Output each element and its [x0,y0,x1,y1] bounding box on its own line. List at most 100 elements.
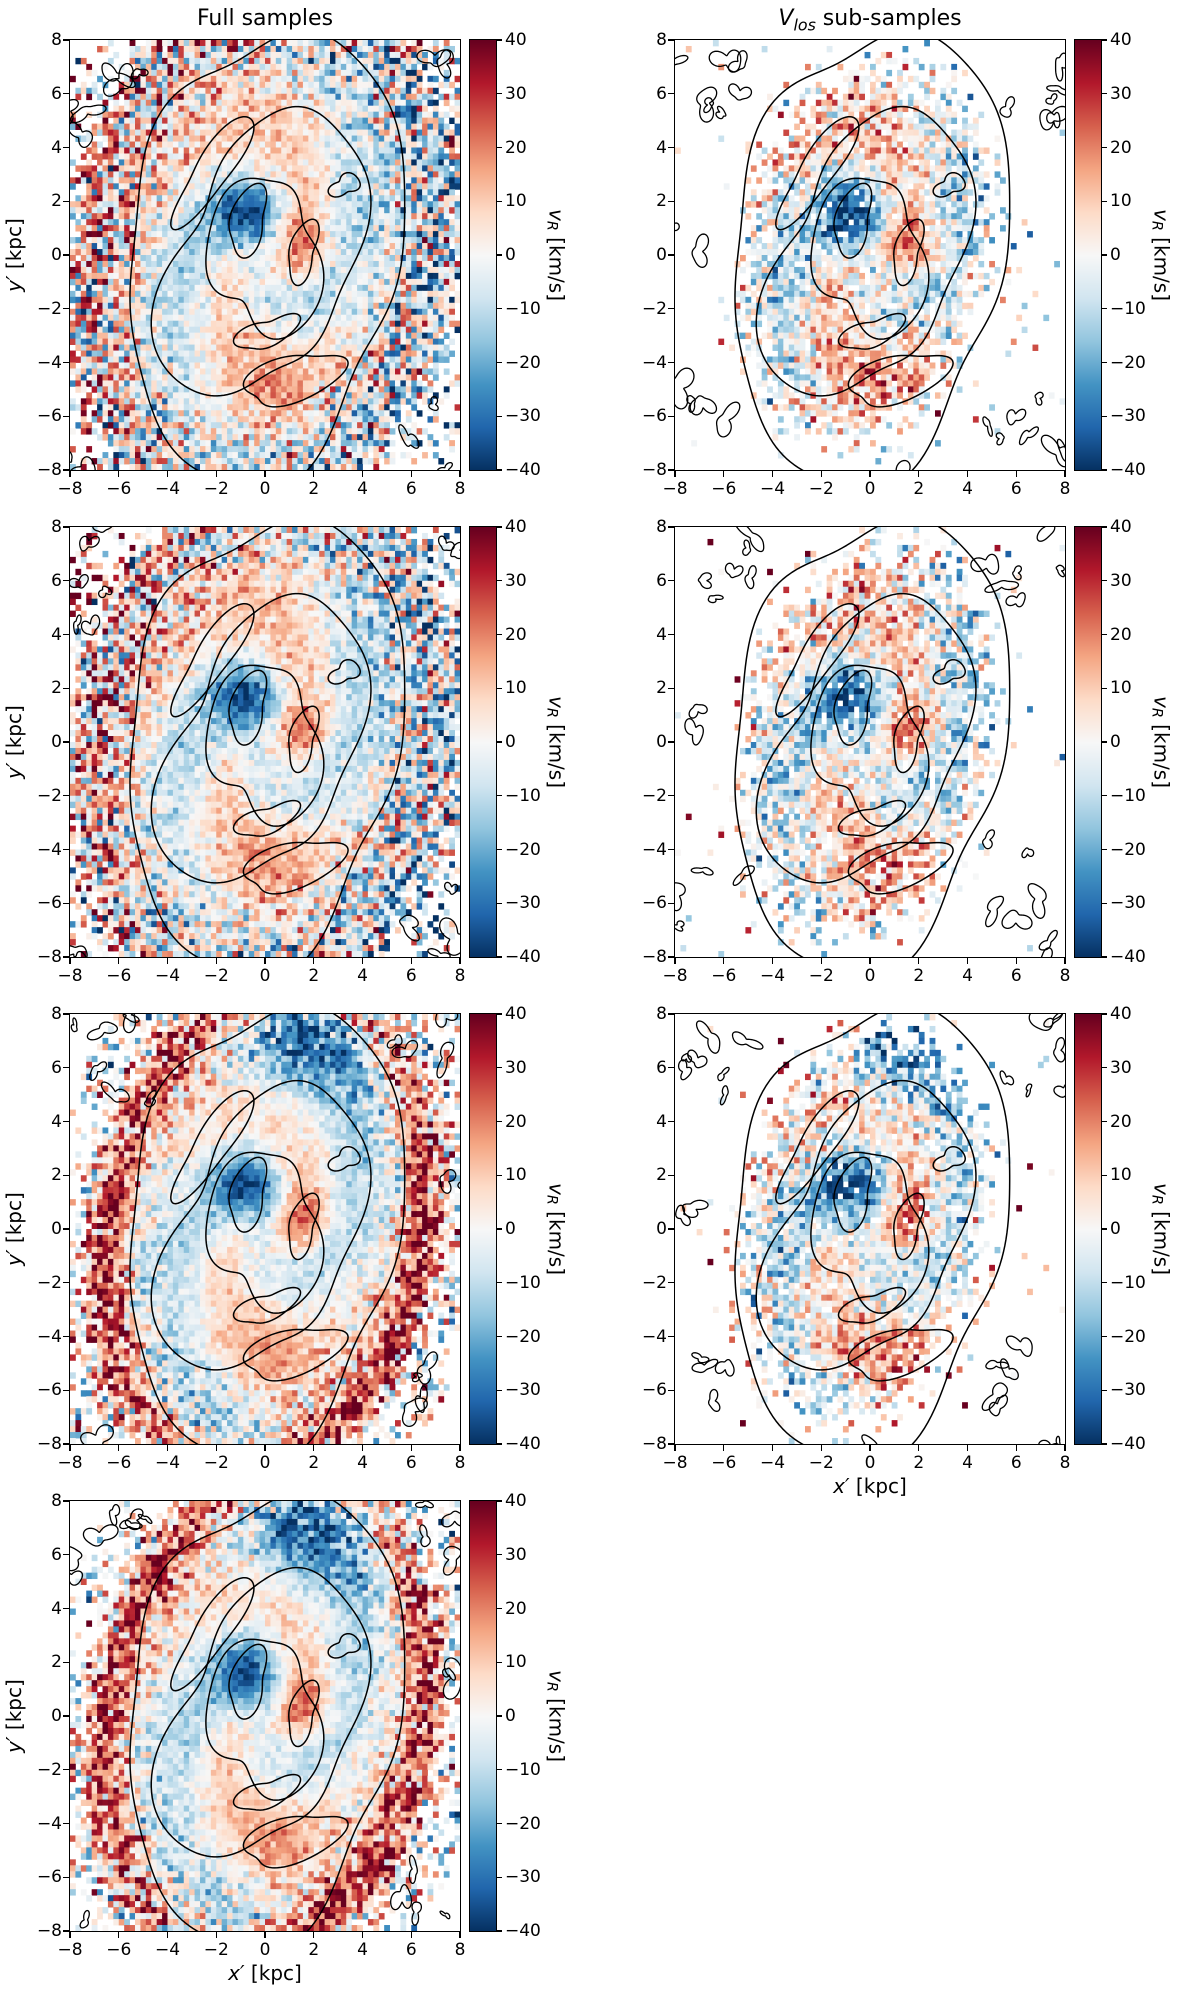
colorbar-tick [496,1443,502,1445]
colorbar-tick-label: −30 [1110,1380,1146,1401]
colorbar-canvas-sub-3 [1075,1014,1101,1444]
y-tick-label: 8 [51,1491,62,1511]
colorbar-tick-label: −40 [1110,1434,1146,1454]
y-tick-label: 2 [656,191,667,212]
x-tick-label: 8 [1059,966,1071,986]
y-tick-label: −2 [36,785,62,806]
y-tick [668,1174,675,1176]
y-tick-label: 6 [51,1544,62,1565]
colorbar-tick-label: 30 [1110,1057,1132,1078]
y-tick [63,1067,70,1069]
colorbar-var-sub-wrap: R [1149,221,1165,231]
x-tick [313,1444,315,1451]
colorbar-tick [496,1930,502,1932]
colorbar-tick [1101,1389,1107,1391]
colorbar-tick [496,1067,502,1069]
colorbar-tick [496,308,502,310]
y-tick-label: 8 [51,1004,62,1024]
y-tick-label: 8 [656,1004,667,1024]
x-tick-label: 2 [308,1940,320,1960]
x-tick-label: 6 [405,1940,417,1960]
colorbar-tick [496,795,502,797]
x-tick-label: 4 [357,1940,368,1960]
x-tick [410,1931,412,1938]
x-tick [264,1444,266,1451]
x-tick [1064,1444,1066,1451]
y-axis-label: y′ [kpc] [2,1192,26,1266]
colorbar-var-sub: R [1148,1194,1165,1205]
y-tick [668,1335,675,1338]
y-tick [63,1443,70,1445]
x-tick [1015,1444,1017,1451]
y-tick [63,361,70,364]
y-tick-label: 4 [51,1111,62,1132]
y-tick [63,1822,70,1825]
y-tick [668,308,675,310]
y-axis-label: y′ [kpc] [2,1679,26,1753]
colorbar-tick [496,254,502,256]
colorbar-tick [496,1607,502,1610]
x-tick-label: 0 [864,479,876,499]
x-axis-unit: [kpc] [849,1474,907,1498]
y-tick [63,146,70,149]
colorbar-unit: [km/s] [544,1691,569,1763]
colorbar-tick-label: 40 [1110,517,1132,537]
y-tick [63,956,70,958]
colorbar-tick-label: 0 [1110,732,1121,752]
y-tick-label: 6 [51,1057,62,1078]
y-tick [63,1389,70,1391]
colorbar-var-sub: R [543,707,560,718]
y-tick [668,93,675,95]
colorbar-tick-label: 0 [505,732,516,752]
column-title-full-samples: Full samples [196,6,334,31]
y-tick [668,687,675,689]
colorbar-tick-label: −40 [1110,460,1146,480]
y-tick-label: 2 [656,678,667,699]
y-tick-label: −6 [36,406,62,427]
colorbar-tick [496,1228,502,1230]
x-tick-label: 0 [259,1940,271,1960]
colorbar-tick-label: 20 [1110,137,1132,158]
y-tick [668,146,675,149]
colorbar-tick [496,1715,502,1717]
x-tick [410,1444,412,1451]
x-tick-label: 8 [1059,479,1071,499]
x-tick [264,1931,266,1938]
y-tick-label: 0 [656,1219,667,1239]
x-tick-label: −6 [106,479,132,499]
y-tick [63,1335,70,1338]
y-tick-label: −6 [641,893,667,914]
colorbar-tick-label: −20 [1110,1326,1146,1347]
y-tick-label: −8 [641,460,667,480]
x-tick-label: 6 [405,479,417,499]
x-axis-var: x′ [833,1474,850,1498]
colorbar-tick-label: 30 [505,1544,527,1565]
y-tick [63,1876,70,1878]
x-tick [166,1931,169,1938]
colorbar-tick [496,902,502,904]
y-tick [63,526,70,528]
y-tick [668,254,675,256]
colorbar-tick [496,361,502,364]
colorbar-tick [496,633,502,636]
colorbar-var-sub: R [1148,220,1165,231]
y-tick-label: −2 [36,1272,62,1293]
x-tick [361,1931,364,1938]
x-tick-label: −2 [203,1453,229,1473]
x-tick [410,957,412,964]
colorbar-tick-label: 30 [1110,83,1132,104]
y-tick-label: −8 [36,1434,62,1454]
y-tick-label: −6 [36,1867,62,1888]
colorbar-tick-label: 10 [1110,678,1132,699]
colorbar-tick [496,1822,502,1825]
colorbar-var-sub-wrap: R [1149,708,1165,718]
colorbar-tick [496,1282,502,1284]
x-tick [118,470,120,477]
colorbar-tick-label: 0 [505,1219,516,1239]
x-tick-label: −4 [154,1940,181,1960]
colorbar-unit: [km/s] [1149,1204,1174,1276]
colorbar-tick-label: 0 [1110,1219,1121,1239]
x-tick [313,470,315,477]
colorbar-tick [1101,1067,1107,1069]
